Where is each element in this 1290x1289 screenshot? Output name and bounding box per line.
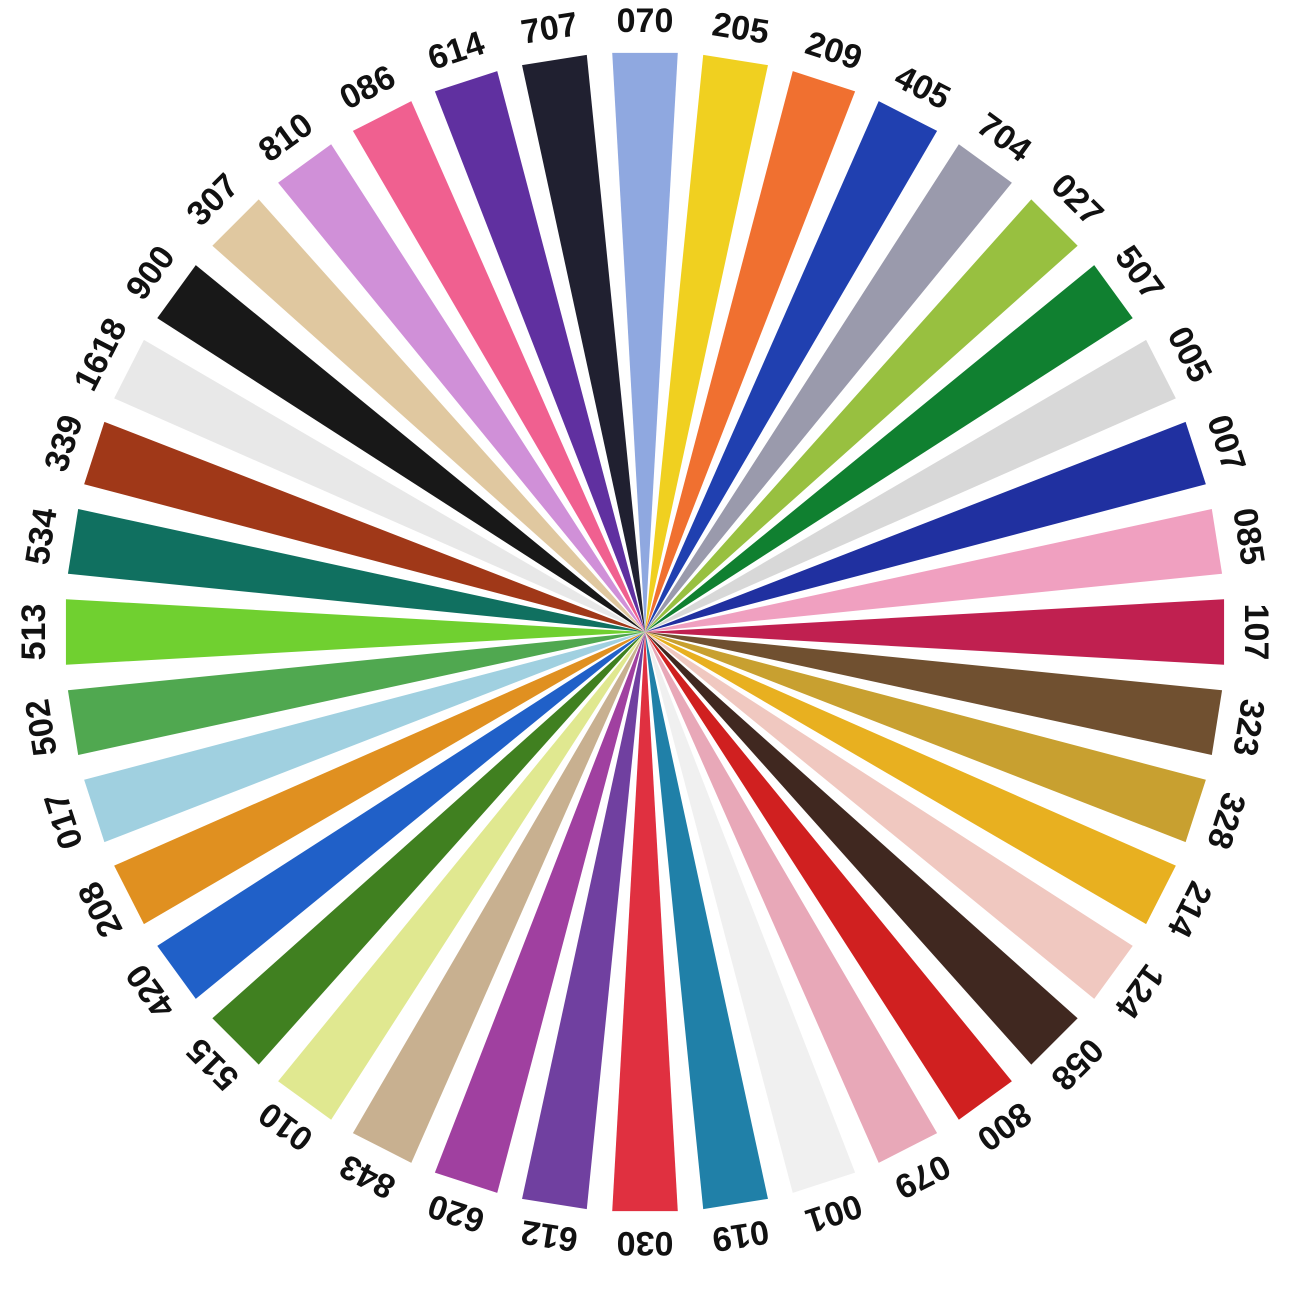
thread-swatch-620	[434, 632, 645, 1193]
thread-swatch-001	[645, 632, 856, 1193]
swatch-label: 405	[888, 58, 956, 118]
thread-swatch-515	[212, 632, 646, 1065]
thread-swatch-124	[645, 632, 1133, 999]
thread-swatch-019	[645, 632, 768, 1210]
swatch-label: 007	[1199, 410, 1253, 476]
thread-swatch-405	[645, 101, 938, 633]
swatch-label: 843	[334, 1147, 402, 1207]
swatch-label: 070	[617, 2, 674, 40]
thread-swatch-017	[84, 632, 645, 843]
thread-swatch-027	[645, 199, 1078, 633]
thread-swatch-214	[645, 632, 1176, 925]
swatch-label: 513	[15, 604, 53, 661]
thread-swatch-208	[114, 632, 646, 925]
thread-swatch-058	[645, 632, 1078, 1065]
thread-swatch-534	[67, 509, 646, 632]
thread-swatch-612	[522, 632, 645, 1210]
swatch-label: 209	[801, 24, 867, 78]
thread-swatch-614	[434, 71, 645, 632]
thread-swatch-086	[352, 101, 645, 633]
thread-swatch-005	[645, 339, 1176, 632]
swatch-label: 208	[71, 875, 131, 943]
swatch-label: 534	[18, 505, 64, 567]
swatch-label: 214	[1160, 875, 1220, 943]
thread-swatch-339	[84, 421, 645, 632]
swatch-label: 001	[801, 1186, 867, 1240]
swatch-label: 620	[423, 1186, 489, 1240]
thread-swatch-843	[352, 632, 645, 1163]
thread-swatch-007	[645, 421, 1206, 632]
swatch-label: 086	[334, 58, 402, 118]
swatch-label: 017	[37, 788, 91, 854]
swatch-label: 205	[710, 5, 772, 51]
swatch-label: 030	[617, 1224, 674, 1262]
thread-swatch-030	[612, 632, 678, 1212]
thread-swatch-079	[645, 632, 938, 1163]
thread-swatch-085	[645, 509, 1223, 632]
thread-swatch-010	[278, 632, 645, 1120]
thread-swatch-209	[645, 71, 856, 632]
thread-swatch-107	[645, 599, 1225, 665]
swatch-label: 614	[423, 24, 489, 78]
thread-swatch-070	[612, 52, 678, 632]
thread-swatch-323	[645, 632, 1223, 755]
thread-swatch-420	[157, 632, 645, 999]
swatch-label: 328	[1199, 788, 1253, 854]
swatch-label: 707	[518, 5, 580, 51]
swatch-label: 079	[888, 1147, 956, 1207]
swatch-label: 107	[1237, 604, 1275, 661]
thread-swatch-205	[645, 54, 768, 633]
thread-swatch-307	[212, 199, 646, 633]
thread-swatch-707	[522, 54, 645, 633]
swatch-label: 005	[1160, 321, 1220, 389]
thread-swatch-513	[65, 599, 645, 665]
swatch-label: 323	[1225, 697, 1271, 759]
thread-swatch-800	[645, 632, 1012, 1120]
thread-swatch-328	[645, 632, 1206, 843]
thread-swatch-704	[645, 144, 1012, 632]
swatch-label: 612	[518, 1212, 580, 1258]
thread-swatch-507	[645, 265, 1133, 632]
swatch-label: 339	[37, 410, 91, 476]
thread-swatch-900	[157, 265, 645, 632]
swatch-label: 502	[18, 697, 64, 759]
swatch-label: 019	[710, 1212, 772, 1258]
thread-swatch-810	[278, 144, 645, 632]
swatch-label: 085	[1225, 505, 1271, 567]
thread-swatch-1618	[114, 339, 646, 632]
thread-swatch-502	[67, 632, 646, 755]
